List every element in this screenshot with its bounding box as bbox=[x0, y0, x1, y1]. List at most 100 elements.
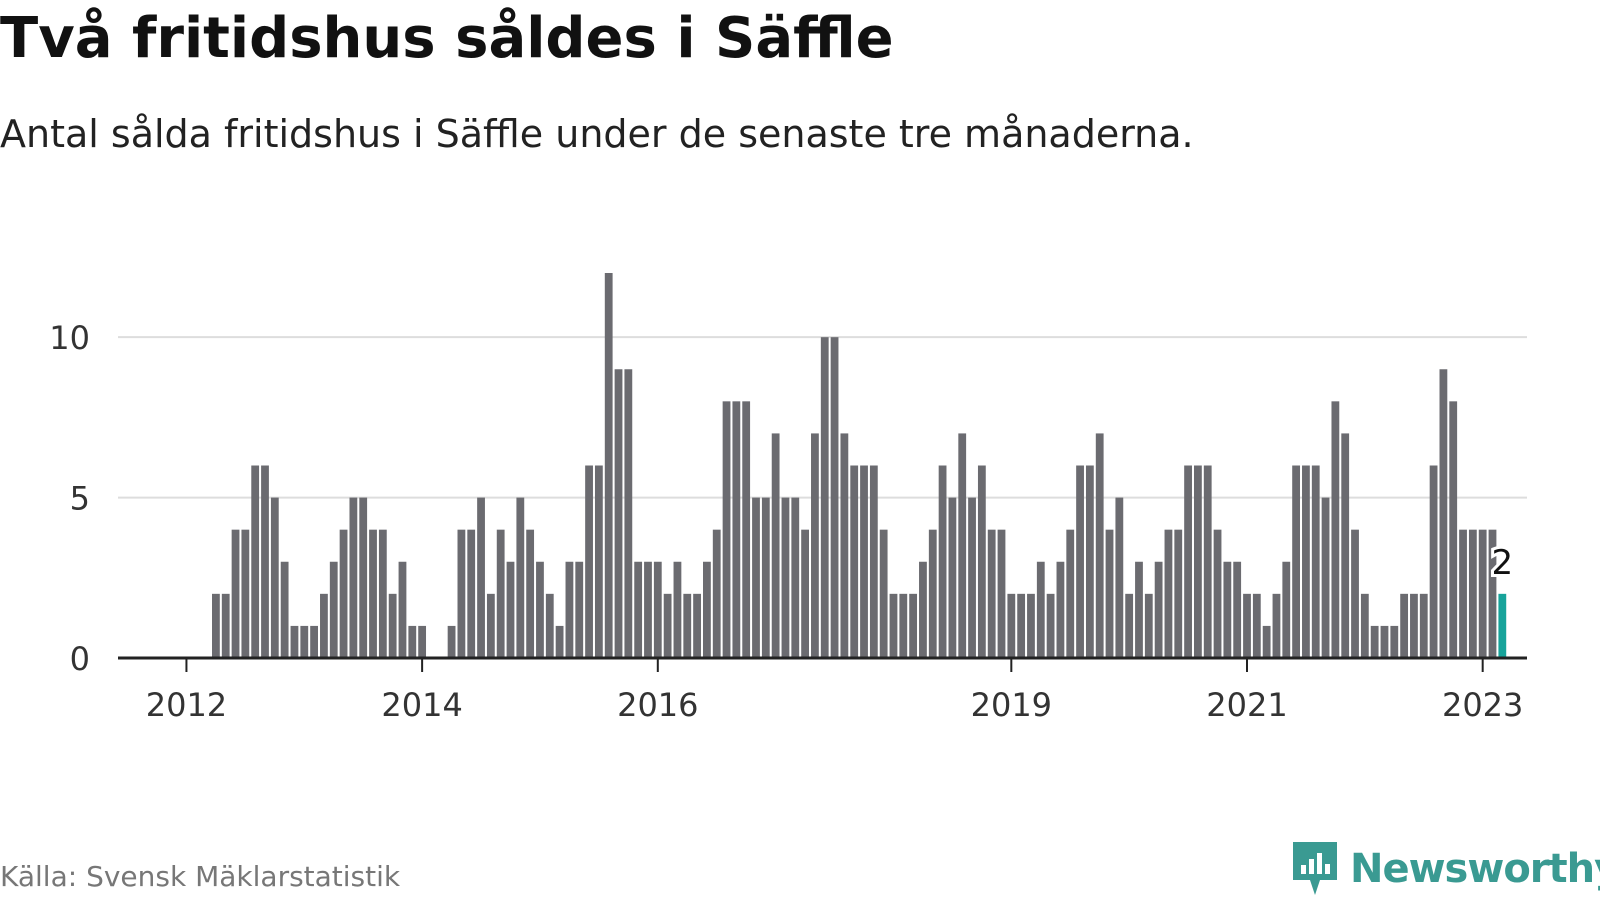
bar bbox=[388, 593, 397, 658]
bar bbox=[1095, 433, 1104, 658]
chart-subtitle: Antal sålda fritidshus i Säffle under de… bbox=[0, 112, 1194, 156]
bar bbox=[221, 593, 230, 658]
bar bbox=[771, 433, 780, 658]
bar bbox=[280, 561, 289, 658]
bar bbox=[644, 561, 652, 658]
source-note: Källa: Svensk Mäklarstatistik bbox=[0, 860, 401, 893]
bar bbox=[604, 273, 613, 658]
x-tick-label: 2016 bbox=[617, 686, 698, 724]
bar bbox=[919, 561, 927, 658]
bar bbox=[1184, 465, 1192, 658]
latest-value-label: 2 bbox=[1491, 543, 1513, 583]
bar bbox=[329, 561, 338, 658]
bar bbox=[860, 465, 868, 658]
bar-chart: 0 5 10 2012 2014 2016 2019 2021 2023 2 bbox=[49, 273, 1527, 724]
newsworthy-logo: Newsworthy bbox=[1290, 840, 1600, 898]
bar bbox=[712, 529, 721, 658]
bar bbox=[241, 529, 250, 658]
bar bbox=[261, 465, 269, 658]
bar bbox=[1321, 497, 1330, 658]
bar bbox=[1292, 465, 1300, 658]
bar bbox=[614, 369, 623, 658]
bar bbox=[1144, 593, 1153, 658]
bar bbox=[418, 625, 427, 658]
bar bbox=[1272, 593, 1281, 658]
bar bbox=[1410, 593, 1418, 658]
bar bbox=[869, 465, 878, 658]
bar bbox=[575, 561, 584, 658]
bar bbox=[820, 337, 829, 658]
bar bbox=[1243, 593, 1251, 658]
bar bbox=[840, 433, 849, 658]
bar bbox=[1351, 529, 1359, 658]
bar bbox=[1478, 529, 1487, 658]
bar bbox=[565, 561, 574, 658]
bar bbox=[1311, 465, 1320, 658]
bar bbox=[310, 625, 318, 658]
bar bbox=[457, 529, 466, 658]
bar bbox=[251, 465, 260, 658]
x-tick-label: 2014 bbox=[381, 686, 462, 724]
x-tick-label: 2012 bbox=[146, 686, 227, 724]
bar bbox=[339, 529, 348, 658]
y-tick-label: 10 bbox=[49, 319, 90, 357]
bar bbox=[1360, 593, 1369, 658]
bar bbox=[1066, 529, 1075, 658]
bar bbox=[938, 465, 947, 658]
bar bbox=[1429, 465, 1438, 658]
bar bbox=[369, 529, 377, 658]
bar bbox=[1419, 593, 1428, 658]
bar bbox=[1262, 625, 1271, 658]
bar bbox=[506, 561, 515, 658]
bar bbox=[300, 625, 309, 658]
bar bbox=[1154, 561, 1163, 658]
bar bbox=[1076, 465, 1084, 658]
bar bbox=[408, 625, 417, 658]
bar bbox=[594, 465, 603, 658]
bar bbox=[1027, 593, 1035, 658]
x-tick-label: 2023 bbox=[1442, 686, 1523, 724]
y-tick-label: 0 bbox=[70, 640, 90, 678]
bar bbox=[693, 593, 701, 658]
bar bbox=[349, 497, 358, 658]
bar bbox=[1331, 401, 1340, 658]
bar bbox=[526, 529, 535, 658]
bar bbox=[1341, 433, 1350, 658]
bar bbox=[1046, 593, 1055, 658]
bar bbox=[987, 529, 996, 658]
bar bbox=[516, 497, 525, 658]
bar bbox=[212, 593, 220, 658]
bar bbox=[683, 593, 692, 658]
bar bbox=[909, 593, 918, 658]
y-tick-label: 5 bbox=[70, 480, 90, 518]
bar bbox=[850, 465, 859, 658]
bar bbox=[948, 497, 957, 658]
bar bbox=[1390, 625, 1399, 658]
bar bbox=[231, 529, 240, 658]
bar bbox=[997, 529, 1006, 658]
newsworthy-logo-icon bbox=[1293, 842, 1337, 895]
bar bbox=[928, 529, 937, 658]
bar bbox=[585, 465, 593, 658]
bar bbox=[1085, 465, 1094, 658]
bar bbox=[889, 593, 898, 658]
bar bbox=[290, 625, 299, 658]
bar bbox=[1488, 529, 1497, 658]
bar-latest bbox=[1498, 593, 1507, 658]
bar bbox=[1459, 529, 1467, 658]
bar bbox=[270, 497, 279, 658]
bar bbox=[1223, 561, 1232, 658]
bar bbox=[673, 561, 682, 658]
bar bbox=[1115, 497, 1124, 658]
bar bbox=[663, 593, 672, 658]
bar bbox=[496, 529, 505, 658]
bar bbox=[899, 593, 908, 658]
bar bbox=[722, 401, 731, 658]
bar bbox=[1439, 369, 1448, 658]
bar bbox=[732, 401, 741, 658]
x-tick-label: 2019 bbox=[971, 686, 1052, 724]
bar bbox=[1194, 465, 1202, 658]
bar bbox=[320, 593, 328, 658]
bar bbox=[1370, 625, 1379, 658]
bar bbox=[536, 561, 544, 658]
